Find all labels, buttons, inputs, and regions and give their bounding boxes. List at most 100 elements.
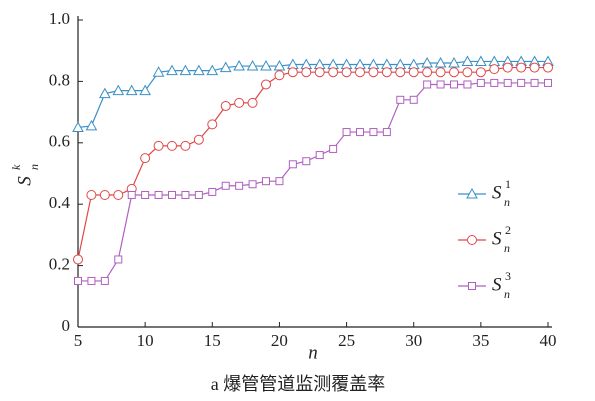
marker [247,97,258,108]
marker [503,78,512,87]
marker [463,80,472,89]
marker [475,67,486,78]
marker [85,119,98,131]
marker [235,181,244,190]
marker [544,78,552,87]
marker [113,189,124,200]
marker [315,151,324,160]
marker [436,80,445,89]
legend-label: S [492,228,502,249]
marker [423,80,432,89]
marker [179,64,192,76]
x-tick-label: 20 [271,331,288,350]
marker [342,128,351,137]
y-label-main: S [14,176,35,186]
marker [193,134,204,145]
x-axis-label: n [308,342,318,363]
marker [140,153,151,164]
marker [301,67,312,78]
legend-sub: n [504,241,510,255]
marker [127,190,136,199]
x-tick-label: 40 [540,331,557,350]
marker [194,190,203,199]
y-label-sup: k [9,164,23,170]
marker [180,140,191,151]
marker [72,121,84,132]
x-tick-label: 30 [405,331,422,350]
marker [193,64,205,76]
marker [530,78,539,87]
marker [421,56,433,68]
y-tick-label: 0.8 [49,70,70,89]
marker [233,60,245,71]
marker [475,55,487,66]
marker [221,181,230,190]
marker [516,62,527,73]
x-tick-label: 25 [338,331,355,350]
marker [152,66,165,77]
marker [153,140,164,151]
marker [543,62,553,73]
marker [368,67,379,78]
marker [355,67,365,78]
y-tick-label: 0.2 [49,255,70,274]
x-tick-label: 5 [74,331,83,350]
marker [141,190,150,199]
y-tick-label: 0.4 [49,193,71,212]
x-tick-label: 15 [204,331,221,350]
marker [74,276,82,285]
marker [329,144,338,153]
legend-marker [466,187,478,199]
marker [449,67,459,78]
marker [100,276,109,285]
marker [490,78,499,87]
legend-label: S [492,182,502,203]
marker [274,70,285,81]
marker [302,157,311,166]
marker [409,95,418,104]
marker [314,67,325,78]
y-tick-label: 1.0 [49,9,70,28]
marker [73,254,83,265]
legend-label: S [492,274,502,295]
legend-sub: n [504,195,510,209]
legend-marker [468,282,476,290]
marker [168,190,176,199]
marker [422,67,433,78]
y-tick-label: 0 [62,316,71,335]
marker [356,128,364,137]
y-axis-label: S n k [9,164,41,186]
marker [208,187,217,196]
marker [273,60,286,71]
marker [87,276,96,285]
x-tick-label: 35 [472,331,489,350]
marker [382,128,391,137]
marker [166,64,178,76]
legend-sup: 3 [505,269,511,283]
marker [341,67,352,78]
marker [434,56,447,68]
marker [529,62,540,73]
y-tick-label: 0.6 [49,132,70,151]
marker [206,64,219,76]
marker [112,84,125,96]
marker [476,78,485,87]
marker [86,189,97,200]
marker [99,189,110,200]
marker [261,79,271,90]
marker [450,80,458,89]
marker [288,160,297,169]
series-line [77,66,548,260]
marker [448,56,460,68]
marker [408,67,419,78]
marker [369,128,378,137]
marker [502,62,513,73]
marker [275,177,284,186]
marker [99,87,111,99]
marker [462,67,473,78]
legend-sub: n [504,287,510,301]
marker [219,61,232,73]
legend-marker [467,235,477,245]
marker [287,67,298,78]
